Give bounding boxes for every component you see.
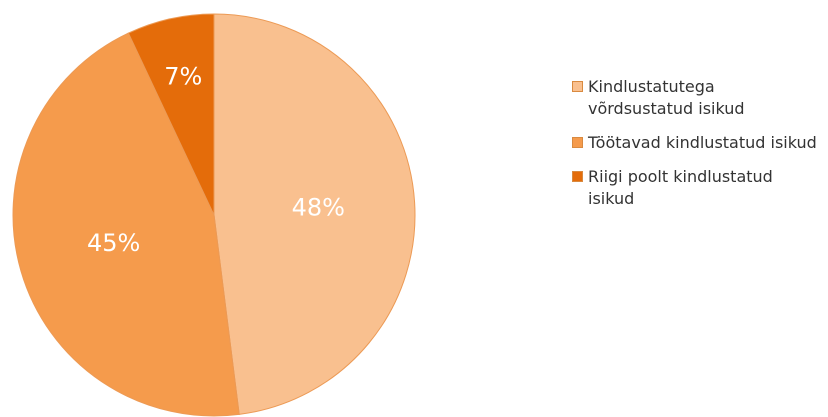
data-label: 48% — [292, 193, 345, 221]
chart: 48% 45% 7% — [12, 13, 416, 417]
legend-label: Riigi poolt kindlustatud isikud — [588, 167, 773, 208]
legend-swatch — [572, 81, 583, 92]
legend-item: Töötavad kindlustatud isikud — [572, 132, 822, 154]
data-label: 45% — [87, 229, 140, 257]
legend-item: Kindlustatutega võrdsustatud isikud — [572, 76, 822, 120]
pie-slice — [127, 13, 215, 216]
data-label: 7% — [164, 63, 202, 91]
legend-swatch — [572, 137, 583, 148]
legend-item: Riigi poolt kindlustatud isikud — [572, 166, 822, 210]
legend-label: Töötavad kindlustatud isikud — [588, 133, 817, 152]
pie-slice — [213, 13, 416, 415]
pie-slice — [12, 32, 240, 417]
legend-swatch — [572, 171, 583, 182]
legend: Kindlustatutega võrdsustatud isikud Tööta… — [572, 76, 822, 222]
legend-label: Kindlustatutega võrdsustatud isikud — [588, 77, 745, 118]
